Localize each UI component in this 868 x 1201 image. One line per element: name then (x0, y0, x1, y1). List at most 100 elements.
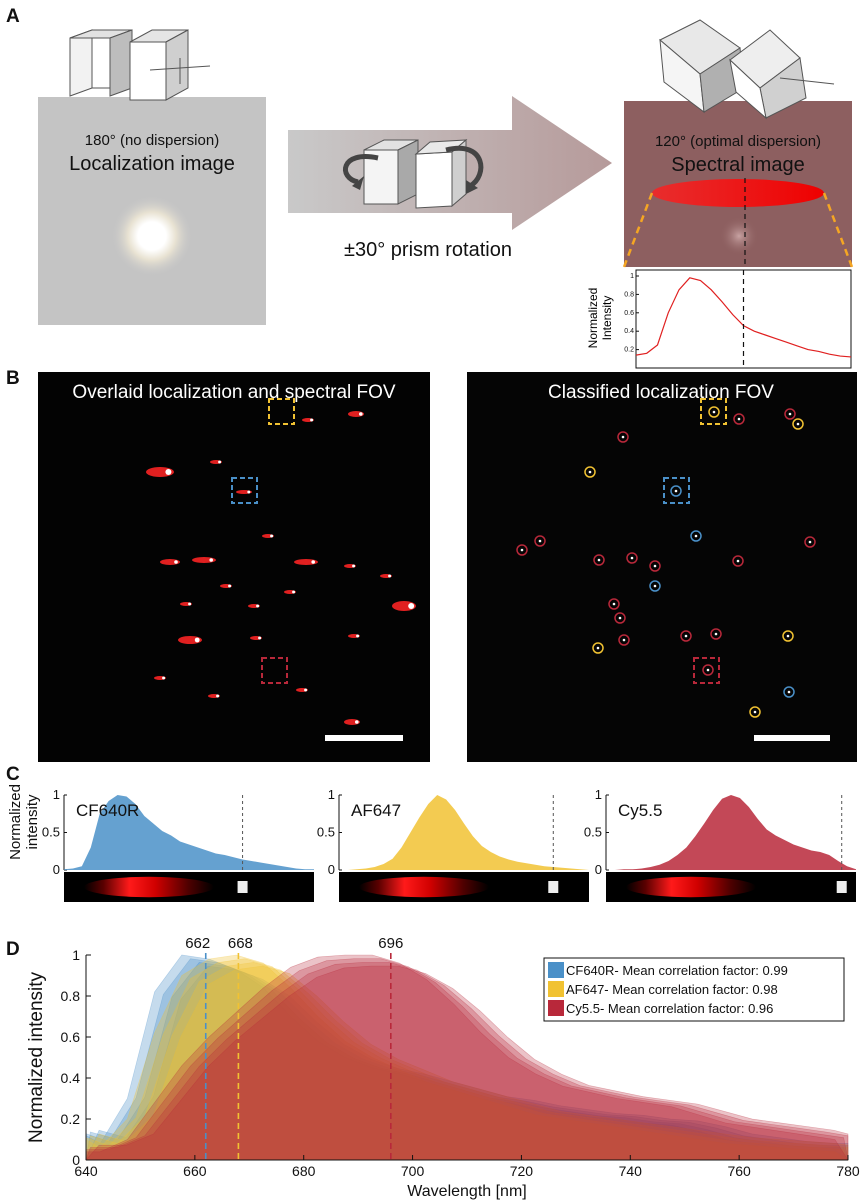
classified-marker (626, 552, 638, 564)
spectrum-area-2 (85, 954, 849, 1161)
spectrum-area-2 (85, 958, 849, 1161)
localization-spot (270, 534, 274, 538)
legend-entry-0: CF640R- Mean correlation factor: 0.99 (566, 963, 788, 978)
localization-spot (228, 584, 232, 588)
overlaid-fov-image: Overlaid localization and spectral FOV (38, 372, 430, 762)
rotate-right-icon (445, 145, 484, 189)
localization-spot (310, 418, 314, 422)
panel-d-xtick-label: 760 (727, 1163, 751, 1179)
classified-center (674, 489, 678, 493)
spectrum-area-2 (85, 965, 849, 1161)
inset-ylabel-1: Normalized (586, 288, 600, 349)
panel-d-ylabel: Normalized intensity (26, 971, 47, 1143)
panel-c-ytick-label: 1 (53, 787, 60, 802)
classified-marker (792, 418, 804, 430)
spectral-streak (192, 557, 216, 563)
spectrum-area-0 (85, 965, 849, 1161)
spectrum-area-1 (85, 962, 849, 1161)
classified-marker (732, 555, 744, 567)
classified-marker (608, 598, 620, 610)
localization-spot (311, 560, 316, 564)
panel-label-c: C (6, 764, 20, 785)
legend-entry-2: Cy5.5- Mean correlation factor: 0.96 (566, 1001, 773, 1016)
classified-center (753, 710, 757, 714)
classified-center (622, 638, 626, 642)
panel-d-ytick-label: 0.2 (61, 1111, 81, 1127)
spectral-streak (160, 559, 180, 565)
panel-c-ytick-label: 0.5 (42, 825, 60, 840)
panel-d-ytick-label: 0.8 (61, 988, 81, 1004)
classified-marker (733, 413, 745, 425)
panel-c-ytick-label: 0 (53, 862, 60, 877)
panel-c-ytick-label: 1 (595, 787, 602, 802)
classified-center (596, 646, 600, 650)
panel-d-ytick-label: 0.6 (61, 1029, 81, 1045)
panel-c-strip-glow (626, 876, 756, 898)
classified-marker (618, 634, 630, 646)
panel-d-xtick-label: 720 (510, 1163, 534, 1179)
spectral-subtitle: 120° (optimal dispersion) (655, 133, 821, 150)
spectral-image: 120° (optimal dispersion) Spectral image (622, 101, 854, 268)
classified-marker (749, 706, 761, 718)
panel-d-ytick-label: 1 (72, 947, 80, 963)
classified-marker (617, 431, 629, 443)
classified-center (653, 584, 657, 588)
classified-marker (782, 630, 794, 642)
classified-center (737, 417, 741, 421)
inset-ytick-label: 0.8 (624, 291, 634, 298)
legend-swatch-2 (548, 1000, 564, 1016)
highlight-box-cy55 (261, 657, 288, 684)
classified-marker (614, 612, 626, 624)
localization-spot (218, 460, 222, 464)
panel-c-ytick-label: 0 (328, 862, 335, 877)
classified-center (796, 422, 800, 426)
inset-ylabel-2: Intensity (600, 296, 614, 341)
localization-spot (174, 560, 178, 564)
classified-marker (516, 544, 528, 556)
classified-marker (649, 580, 661, 592)
panel-c-dye-label: CF640R (76, 801, 139, 820)
classified-center (787, 690, 791, 694)
rotate-left-icon (343, 154, 379, 185)
panel-c-area-1 (339, 795, 589, 870)
panel-c-strip-spot (237, 881, 248, 893)
panel-label-b: B (6, 368, 20, 389)
localization-spot (256, 604, 260, 608)
classified-marker (592, 642, 604, 654)
panel-c-ytick-label: 0.5 (317, 825, 335, 840)
classified-center (706, 668, 710, 672)
panel-c-area-0 (64, 795, 314, 870)
legend-entry-1: AF647- Mean correlation factor: 0.98 (566, 982, 778, 997)
spectrum-area-1 (85, 958, 849, 1161)
localization-spot (247, 490, 251, 494)
localization-subtitle: 180° (no dispersion) (85, 132, 219, 149)
panel-d-xtick-label: 640 (74, 1163, 98, 1179)
localization-spot (352, 564, 356, 568)
localization-spot (359, 412, 363, 416)
panel-c-ytick-label: 0.5 (584, 825, 602, 840)
panel-d-xtick-label: 740 (619, 1163, 643, 1179)
classified-center (684, 634, 688, 638)
localization-spot (408, 603, 415, 609)
localization-spot (209, 558, 213, 562)
localization-spot (388, 574, 392, 578)
localization-spot (216, 694, 220, 698)
panel-c-area-2 (606, 795, 856, 870)
localization-spot (188, 602, 192, 606)
inset-ytick-label: 0.6 (624, 310, 634, 317)
classified-center (621, 435, 625, 439)
classified-marker (804, 536, 816, 548)
classified-center (612, 602, 616, 606)
panel-c-strip-spot (836, 881, 847, 893)
classified-center (786, 634, 790, 638)
classified-center (653, 564, 657, 568)
panel-label-a: A (6, 6, 20, 27)
panel-d-xtick-label: 680 (292, 1163, 316, 1179)
scale-bar-classified (754, 735, 830, 741)
prism-pair-dispersed-icon (659, 19, 835, 120)
classified-marker (670, 485, 682, 497)
panel-d-legend (543, 957, 845, 1022)
classified-center (597, 558, 601, 562)
highlight-box-cy55-classified (693, 657, 720, 684)
panel-c-strip-glow (84, 876, 214, 898)
